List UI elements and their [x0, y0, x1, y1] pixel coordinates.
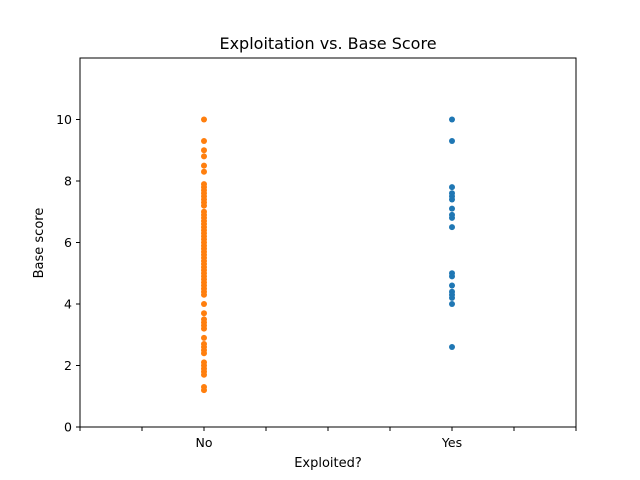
data-point-yes [449, 116, 455, 123]
data-point-yes [449, 273, 455, 280]
plot-area [80, 58, 576, 427]
data-point-yes [449, 301, 455, 307]
x-tick-label: No [196, 435, 213, 450]
data-point-no [201, 325, 207, 332]
data-point-no [201, 162, 207, 169]
data-point-no [201, 153, 207, 160]
data-point-yes [449, 205, 455, 212]
data-point-no [201, 147, 207, 154]
y-tick-label: 10 [56, 112, 72, 127]
chart-title: Exploitation vs. Base Score [219, 34, 436, 53]
data-point-no [201, 334, 207, 341]
data-point-no [201, 350, 207, 357]
y-tick-label: 8 [64, 174, 72, 189]
data-point-yes [449, 184, 455, 191]
data-point-yes [449, 294, 455, 301]
data-point-yes [449, 344, 455, 351]
plot-frame [79, 57, 577, 428]
y-axis-label: Base score [32, 208, 47, 279]
data-point-yes [449, 196, 455, 203]
y-tick-label: 4 [64, 297, 72, 312]
data-point-no [201, 301, 207, 307]
x-axis-ticks: No Yes [79, 427, 577, 450]
data-point-no [201, 138, 207, 145]
y-tick-label: 0 [64, 420, 72, 435]
data-point-no [201, 310, 207, 317]
data-point-yes [449, 214, 455, 221]
data-point-yes [449, 282, 455, 289]
y-axis-ticks: 0 2 4 6 8 10 [56, 112, 80, 435]
y-tick-label: 6 [64, 235, 72, 250]
data-points [201, 116, 455, 394]
data-point-no [201, 371, 207, 378]
y-tick-label: 2 [64, 358, 72, 373]
x-tick-label: Yes [441, 435, 462, 450]
data-point-no [201, 202, 207, 209]
data-point-no [201, 387, 207, 394]
x-axis-label: Exploited? [294, 456, 362, 471]
data-point-yes [449, 224, 455, 231]
data-point-no [201, 168, 207, 175]
data-point-yes [449, 138, 455, 145]
data-point-no [201, 116, 207, 123]
data-point-no [201, 291, 207, 298]
